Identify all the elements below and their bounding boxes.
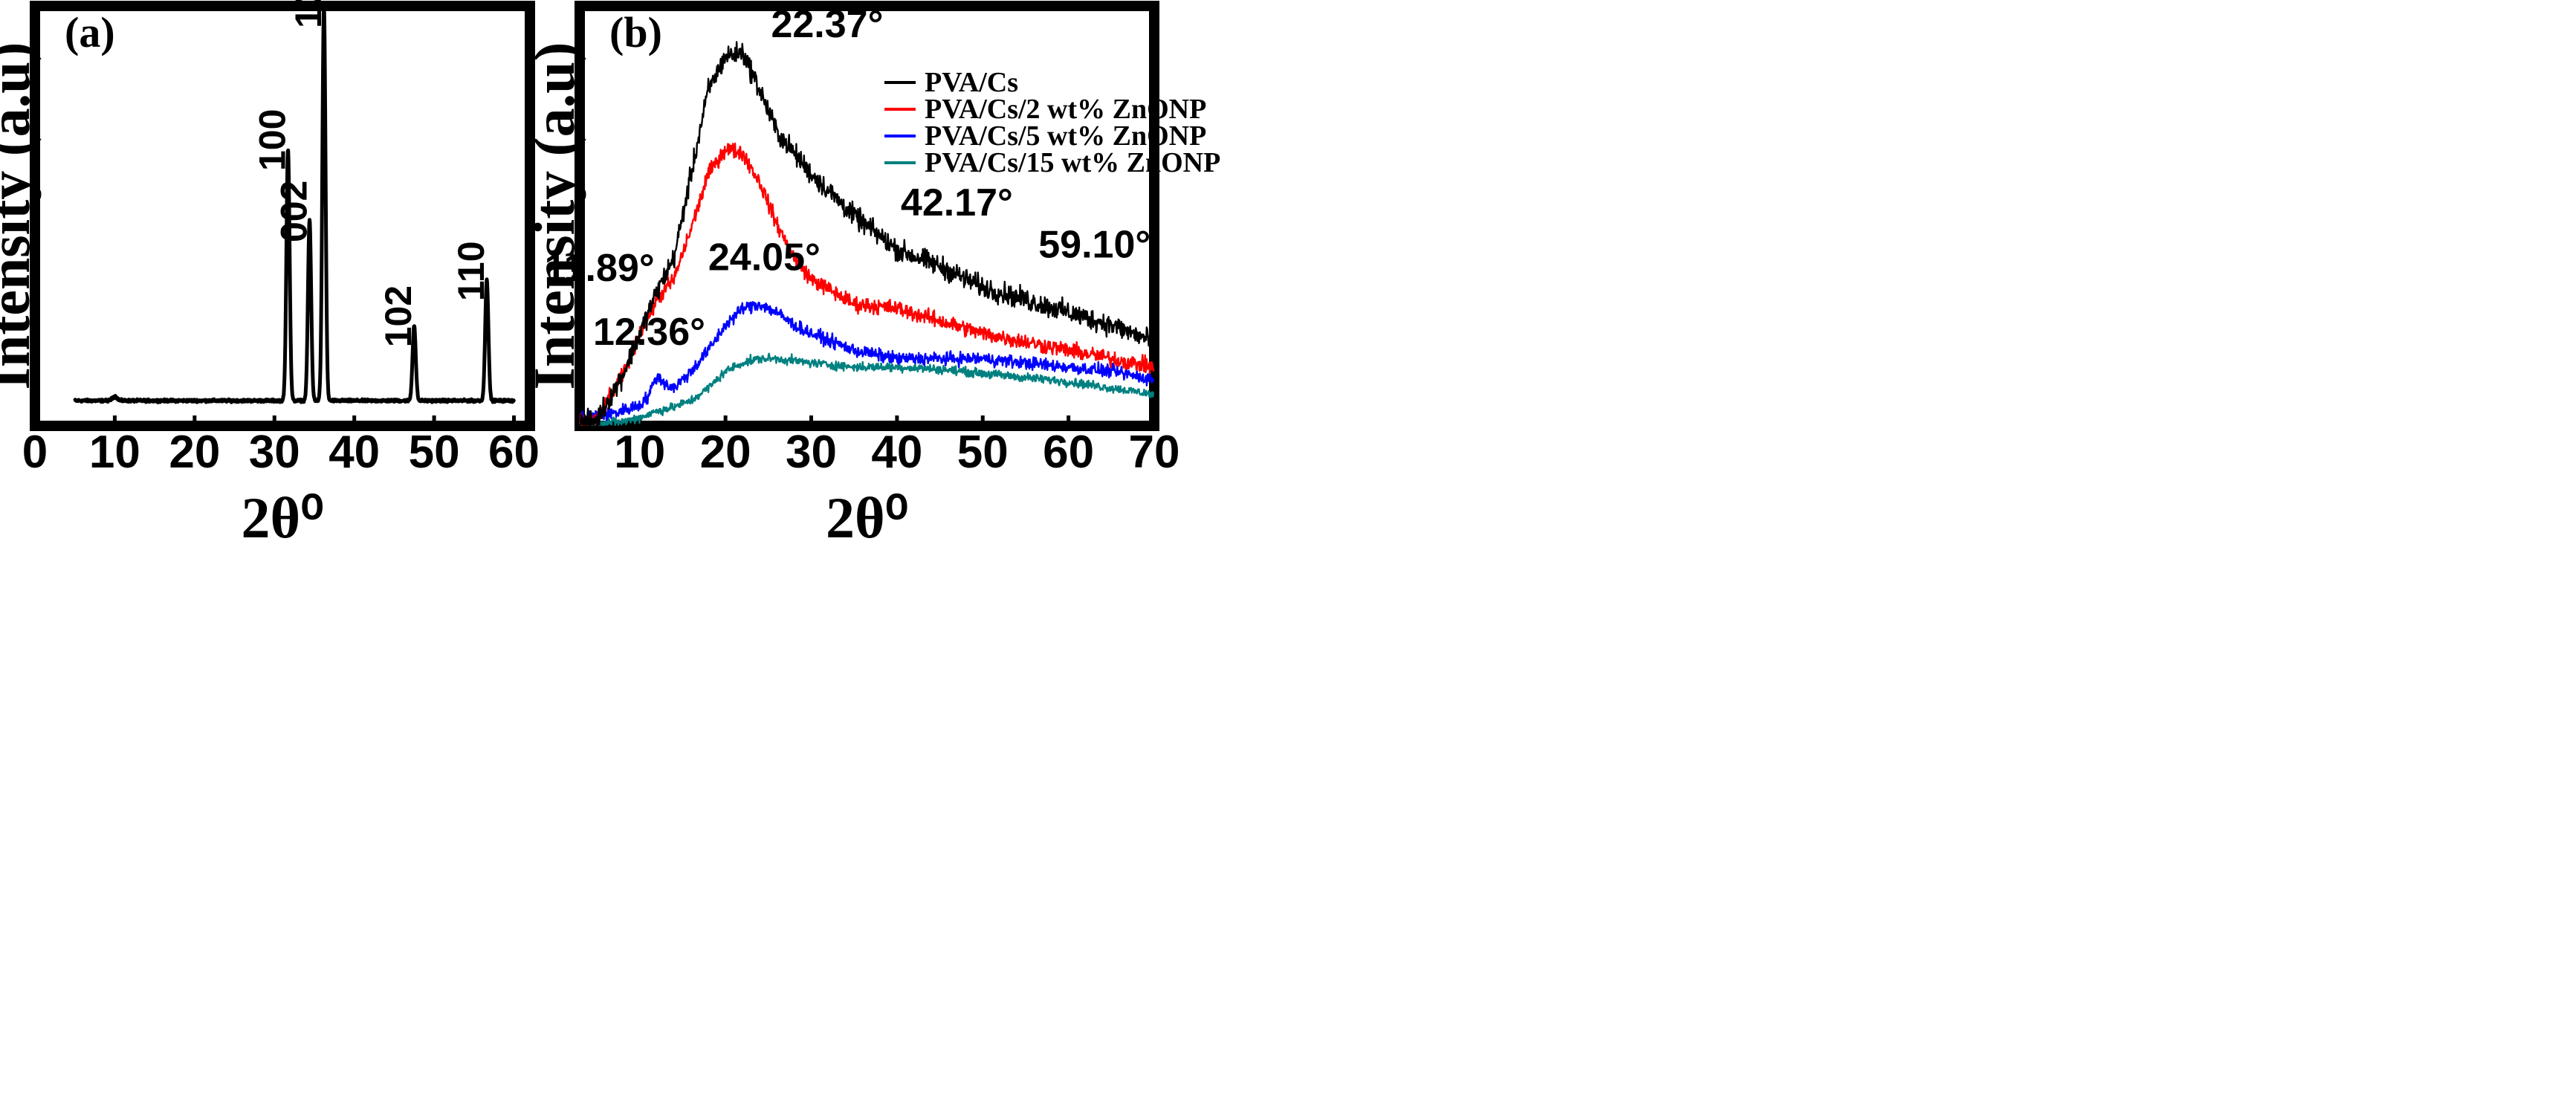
peak-label-002: 002: [274, 181, 315, 242]
x-tick-label-20: 20: [169, 427, 220, 478]
x-tick-label-50: 50: [409, 427, 460, 478]
x-tick-label-10: 10: [614, 427, 665, 478]
x-tick-label-40: 40: [329, 427, 380, 478]
panel-b-x-ticks: 10 20 30 40 50 60 70: [614, 415, 1179, 478]
x-tick-label-70: 70: [1129, 427, 1180, 478]
peak-label-100: 100: [252, 109, 294, 171]
x-tick-label-60: 60: [488, 427, 540, 478]
x-tick-label-50: 50: [957, 427, 1009, 478]
x-tick-label-10: 10: [89, 427, 140, 478]
panel-b-annotations: 22.37° 42.17° 59.10° 11.89° 24.05°12.36°: [545, 3, 1151, 354]
x-tick-label-30: 30: [249, 427, 300, 478]
legend-label-pva-cs-15-wt-znonp: PVA/Cs/15 wt% ZnONP: [925, 147, 1220, 178]
peak-label-101: 101: [288, 0, 329, 28]
panel-b-y-axis-title: Intensity (a.u): [522, 42, 586, 389]
series-line-pva-cs-5-zno: [578, 301, 1155, 423]
panel-b-series: [578, 41, 1155, 427]
series-line-pva-cs-2-zno: [578, 142, 1155, 427]
panel-b: (b) 10 20 30 40 50 60 70 22.37° 42.17° 59.10° 11.…: [522, 1, 1220, 550]
panel-a: (a) 0 10 20 30 40 50 60 100 002 101 102 110 2θ⁰ In…: [0, 0, 540, 550]
legend-label-pva-cs-2-wt-znonp: PVA/Cs/2 wt% ZnONP: [925, 94, 1206, 125]
peak-label-110: 110: [450, 241, 492, 301]
panel-a-peak-labels: 100 002 101 102 110: [252, 0, 492, 347]
peak-annotation-22-37: 22.37°: [771, 3, 883, 46]
peak-label-102: 102: [378, 285, 419, 347]
panel-a-label: (a): [65, 8, 115, 56]
peak-annotation-59-10: 59.10°: [1038, 224, 1151, 267]
x-tick-label-30: 30: [786, 427, 837, 478]
panel-a-frame: [30, 1, 535, 431]
x-tick-label-20: 20: [700, 427, 751, 478]
legend-label-pva-cs: PVA/Cs: [925, 67, 1018, 98]
panel-a-x-axis-title: 2θ⁰: [242, 485, 324, 550]
x-tick-label-0: 0: [22, 427, 48, 478]
panel-a-xrd-line: [73, 4, 516, 404]
panel-b-x-axis-title: 2θ⁰: [826, 485, 908, 550]
series-line-pva-cs-15-zno: [578, 352, 1155, 427]
peak-annotation-42-17: 42.17°: [901, 181, 1013, 224]
panel-a-y-axis-title: Intensity (a.u): [0, 42, 42, 389]
peak-annotation-11-89: 11.89°: [545, 247, 655, 290]
x-tick-label-40: 40: [871, 427, 922, 478]
x-tick-label-60: 60: [1043, 427, 1094, 478]
peak-annotation-12-36: 12.36°: [593, 311, 705, 354]
panel-b-frame: [575, 1, 1159, 431]
panel-b-label: (b): [609, 8, 662, 56]
series-line-pva-cs: [579, 41, 1155, 427]
peak-annotation-24-05: 24.05°: [708, 236, 821, 279]
legend-label-pva-cs-5-wt-znonp: PVA/Cs/5 wt% ZnONP: [925, 120, 1206, 152]
panel-a-x-ticks: 0 10 20 30 40 50 60: [22, 415, 540, 478]
